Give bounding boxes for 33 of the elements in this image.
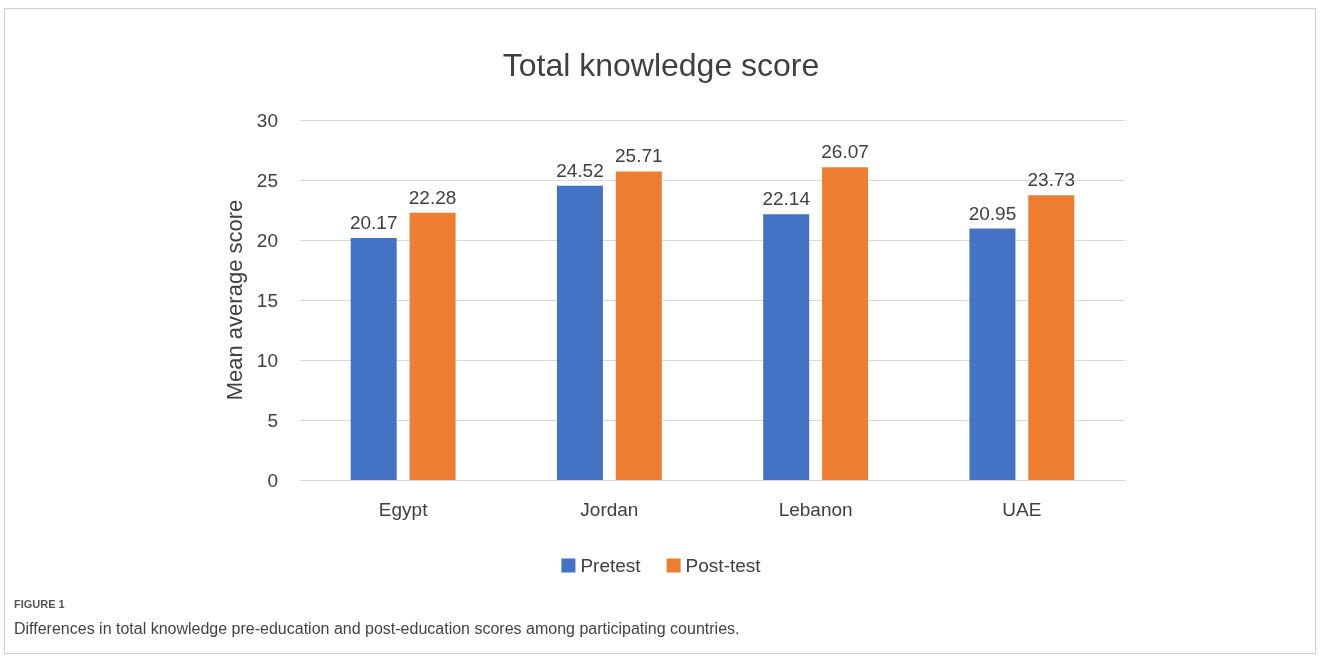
y-axis-title: Mean average score [222, 199, 248, 401]
bar [409, 212, 456, 480]
chart-title: Total knowledge score [502, 47, 820, 83]
legend-label: Pretest [580, 555, 642, 576]
bar [1028, 195, 1075, 480]
x-tick-label: Egypt [378, 499, 429, 520]
y-tick-label: 25 [256, 169, 278, 191]
bar [350, 237, 397, 480]
bar [969, 228, 1016, 480]
x-tick-label: Jordan [580, 499, 639, 520]
x-tick-label: UAE [1002, 499, 1042, 520]
data-label: 22.14 [762, 188, 811, 210]
text: Differences in total knowledge pre-education and post-education scores among participating countries. [14, 619, 740, 637]
data-label: 20.95 [968, 202, 1017, 224]
data-label: 20.17 [349, 211, 398, 233]
y-tick-label: 10 [256, 349, 278, 371]
y-tick-label: 15 [256, 289, 278, 311]
legend-label: Post-test [685, 555, 762, 576]
bar [556, 185, 603, 480]
caption: FIGURE 1 [14, 597, 65, 610]
y-tick-label: 20 [256, 229, 278, 251]
y-tick-label: 0 [267, 469, 278, 491]
bar [763, 214, 810, 480]
bar [822, 167, 869, 480]
y-tick-label: 30 [256, 109, 278, 131]
data-label: 22.28 [408, 186, 457, 208]
data-label: 25.71 [615, 145, 663, 167]
data-label: 24.52 [556, 159, 604, 181]
bar [615, 171, 662, 480]
x-tick-label: Lebanon [778, 499, 853, 520]
y-tick-label: 5 [267, 409, 278, 431]
data-label: 23.73 [1027, 169, 1076, 191]
data-label: 26.07 [821, 141, 869, 163]
